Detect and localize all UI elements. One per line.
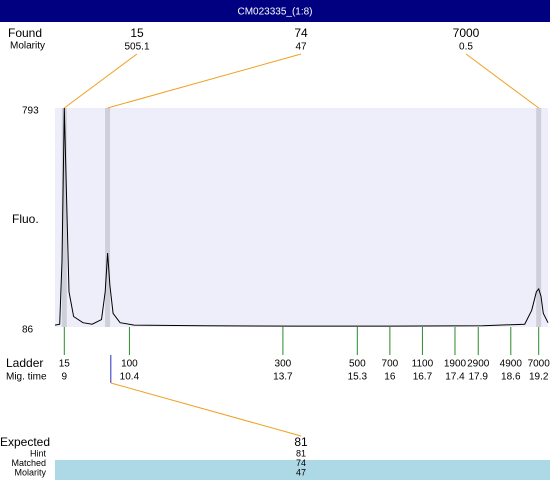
peak-connector <box>465 53 539 109</box>
found-label: Found <box>8 26 42 40</box>
ladder-size: 100 <box>121 359 138 370</box>
found-size: 7000 <box>453 26 480 40</box>
ladder-time: 18.6 <box>501 372 521 383</box>
y-axis-label: Fluo. <box>12 212 39 226</box>
peak-connector <box>64 53 138 109</box>
ladder-time: 10.4 <box>120 372 140 383</box>
found-molarity: 505.1 <box>124 42 149 53</box>
peak-band <box>536 108 542 327</box>
expected-connector <box>110 382 302 437</box>
ladder-size: 500 <box>349 359 366 370</box>
found-molarity-label: Molarity <box>10 41 45 52</box>
ladder-time: 17.4 <box>445 372 465 383</box>
trace <box>54 107 549 327</box>
peak-connector <box>107 53 302 109</box>
expected-row-value: 74 <box>296 458 306 468</box>
ladder-time: 16 <box>384 372 396 383</box>
expected-label: Expected <box>0 435 50 449</box>
ladder-time: 9 <box>62 372 68 383</box>
plot-area <box>55 108 548 327</box>
expected-row-value: 47 <box>296 467 306 477</box>
title-bar <box>0 0 550 22</box>
ladder-size: 1100 <box>412 359 434 370</box>
ladder-size: 300 <box>275 359 292 370</box>
found-size: 74 <box>294 26 308 40</box>
ladder-time: 17.9 <box>469 372 489 383</box>
ladder-label: Ladder <box>6 356 43 370</box>
expected-row-label: Hint <box>30 448 47 458</box>
expected-row-label: Matched <box>11 458 46 468</box>
peak-band <box>61 108 67 327</box>
ladder-size: 7000 <box>528 359 550 370</box>
y-tick-label: 86 <box>22 325 34 336</box>
ladder-size: 700 <box>382 359 399 370</box>
found-size: 15 <box>130 26 144 40</box>
window-title: CM023335_(1:8) <box>237 7 312 18</box>
expected-size: 81 <box>294 435 308 449</box>
ladder-size: 4900 <box>500 359 523 370</box>
matched-highlight <box>55 460 550 480</box>
ladder-time: 13.7 <box>273 372 293 383</box>
ladder-size: 15 <box>59 359 71 370</box>
expected-row-value: 81 <box>296 448 306 458</box>
y-tick-label: 793 <box>22 106 39 117</box>
ladder-time: 19.2 <box>529 372 549 383</box>
found-molarity: 0.5 <box>459 42 473 53</box>
ladder-time: 15.3 <box>348 372 368 383</box>
expected-row-label: Molarity <box>14 467 46 477</box>
found-molarity: 47 <box>295 42 307 53</box>
peak-band <box>105 108 111 327</box>
mig-time-label: Mig. time <box>6 372 47 383</box>
ladder-size: 2900 <box>467 359 490 370</box>
ladder-size: 1900 <box>444 359 467 370</box>
ladder-time: 16.7 <box>413 372 433 383</box>
